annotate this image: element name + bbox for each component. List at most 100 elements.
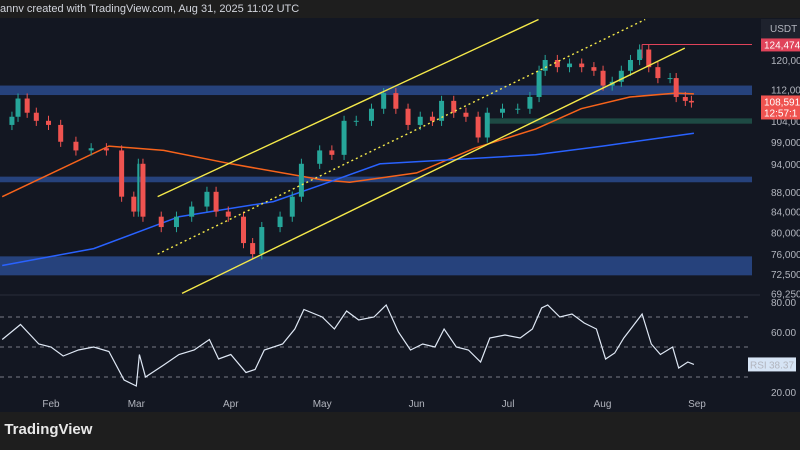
candle <box>289 196 295 217</box>
candle <box>58 124 64 142</box>
price-tick-label: 69,250.0 <box>771 290 800 301</box>
candle <box>429 116 435 121</box>
rsi-tick-label: 60.00 <box>771 328 796 339</box>
candle <box>484 112 490 138</box>
candle <box>405 108 411 125</box>
candle <box>417 116 423 125</box>
support-resistance-zone <box>0 85 752 96</box>
candle <box>15 98 21 117</box>
channel-mid-dotted-line <box>157 18 646 255</box>
candle <box>536 70 542 97</box>
candle <box>250 243 256 255</box>
support-resistance-zone <box>0 256 752 276</box>
price-axis-background <box>760 18 800 412</box>
rsi-tick-label: 80.00 <box>771 298 796 309</box>
candle <box>579 63 585 68</box>
candle <box>646 49 652 68</box>
candle <box>341 120 347 155</box>
candle <box>204 191 210 207</box>
price-tick-label: 99,000.0 <box>771 138 800 149</box>
candle <box>600 70 606 86</box>
candle <box>591 67 597 71</box>
candle <box>173 216 179 228</box>
candle <box>131 196 137 212</box>
candle <box>298 163 304 197</box>
price-tick-label: 104,000 <box>771 117 800 128</box>
price-tick-label: 84,000.0 <box>771 208 800 219</box>
time-tick-label: Jul <box>502 399 515 410</box>
candle <box>627 60 633 71</box>
candle <box>241 216 247 244</box>
time-tick-label: Aug <box>594 399 612 410</box>
candle <box>393 93 399 109</box>
tradingview-logo[interactable]: ʼ TradingView <box>0 421 92 438</box>
candle <box>542 60 548 71</box>
countdown-label: 12:57:1 <box>764 108 798 119</box>
high-price-tag <box>761 38 800 52</box>
candle <box>140 163 146 217</box>
candle <box>475 116 481 138</box>
candle <box>381 93 387 109</box>
candle <box>9 116 15 125</box>
time-tick-label: Mar <box>128 399 146 410</box>
time-tick-label: May <box>313 399 332 410</box>
currency-box <box>761 19 800 39</box>
footer: ʼ TradingView <box>0 412 800 450</box>
candle <box>317 150 323 164</box>
price-chart[interactable]: USDT 120,000 112,000 104,000 99,000.0 94,000.… <box>0 18 800 412</box>
brand-name: TradingView <box>4 421 93 438</box>
candle <box>119 150 125 197</box>
time-tick-label: Jun <box>409 399 425 410</box>
price-tick-label: 72,500.0 <box>771 270 800 281</box>
price-tick-label: 88,000.0 <box>771 188 800 199</box>
header-text: annv created with TradingView.com, Aug 3… <box>0 3 300 15</box>
candle <box>225 211 231 217</box>
candle <box>618 70 624 82</box>
candle <box>463 112 469 117</box>
candle <box>567 63 573 68</box>
candle <box>527 96 533 109</box>
candle <box>103 148 109 151</box>
time-tick-label: Feb <box>42 399 60 410</box>
candle <box>259 227 265 255</box>
rsi-line <box>1 303 695 387</box>
rsi-value-tag <box>766 357 796 372</box>
candle <box>213 191 219 212</box>
candle <box>682 96 688 101</box>
last-price-tag <box>761 95 800 120</box>
candle <box>688 100 694 103</box>
high-price-label: 124,474 <box>764 40 800 51</box>
candle <box>451 100 457 113</box>
price-tick-label: 80,000.0 <box>771 228 800 239</box>
channel-upper-line <box>157 18 539 198</box>
candle <box>637 49 643 60</box>
price-tick-label: 120,000 <box>771 56 800 67</box>
blue-moving-average <box>2 132 695 267</box>
currency-label: USDT <box>770 24 797 35</box>
time-tick-label: Apr <box>223 399 239 410</box>
time-tick-label: Sep <box>688 399 706 410</box>
candle <box>33 112 39 121</box>
candle <box>500 108 506 113</box>
rsi-tick-label: 20.00 <box>771 388 796 399</box>
rsi-name-tag <box>748 357 766 372</box>
candle <box>368 108 374 121</box>
chart-background <box>0 18 800 412</box>
candle <box>73 141 79 151</box>
candle <box>88 148 94 151</box>
candle <box>137 163 140 212</box>
price-tick-label: 94,000.0 <box>771 160 800 171</box>
candle <box>439 100 445 121</box>
price-tick-label: 112,000 <box>771 85 800 96</box>
price-tick-label: 76,000.0 <box>771 250 800 261</box>
candle <box>667 78 673 80</box>
candle <box>46 120 51 125</box>
candle <box>158 216 164 228</box>
support-resistance-zone <box>0 176 752 183</box>
candle <box>277 216 283 228</box>
candle <box>673 78 679 97</box>
tradingview-logo-icon: ʼ <box>0 421 4 438</box>
rsi-name-label: RSI <box>750 360 767 371</box>
green-zone <box>486 118 752 124</box>
candle <box>24 98 30 113</box>
